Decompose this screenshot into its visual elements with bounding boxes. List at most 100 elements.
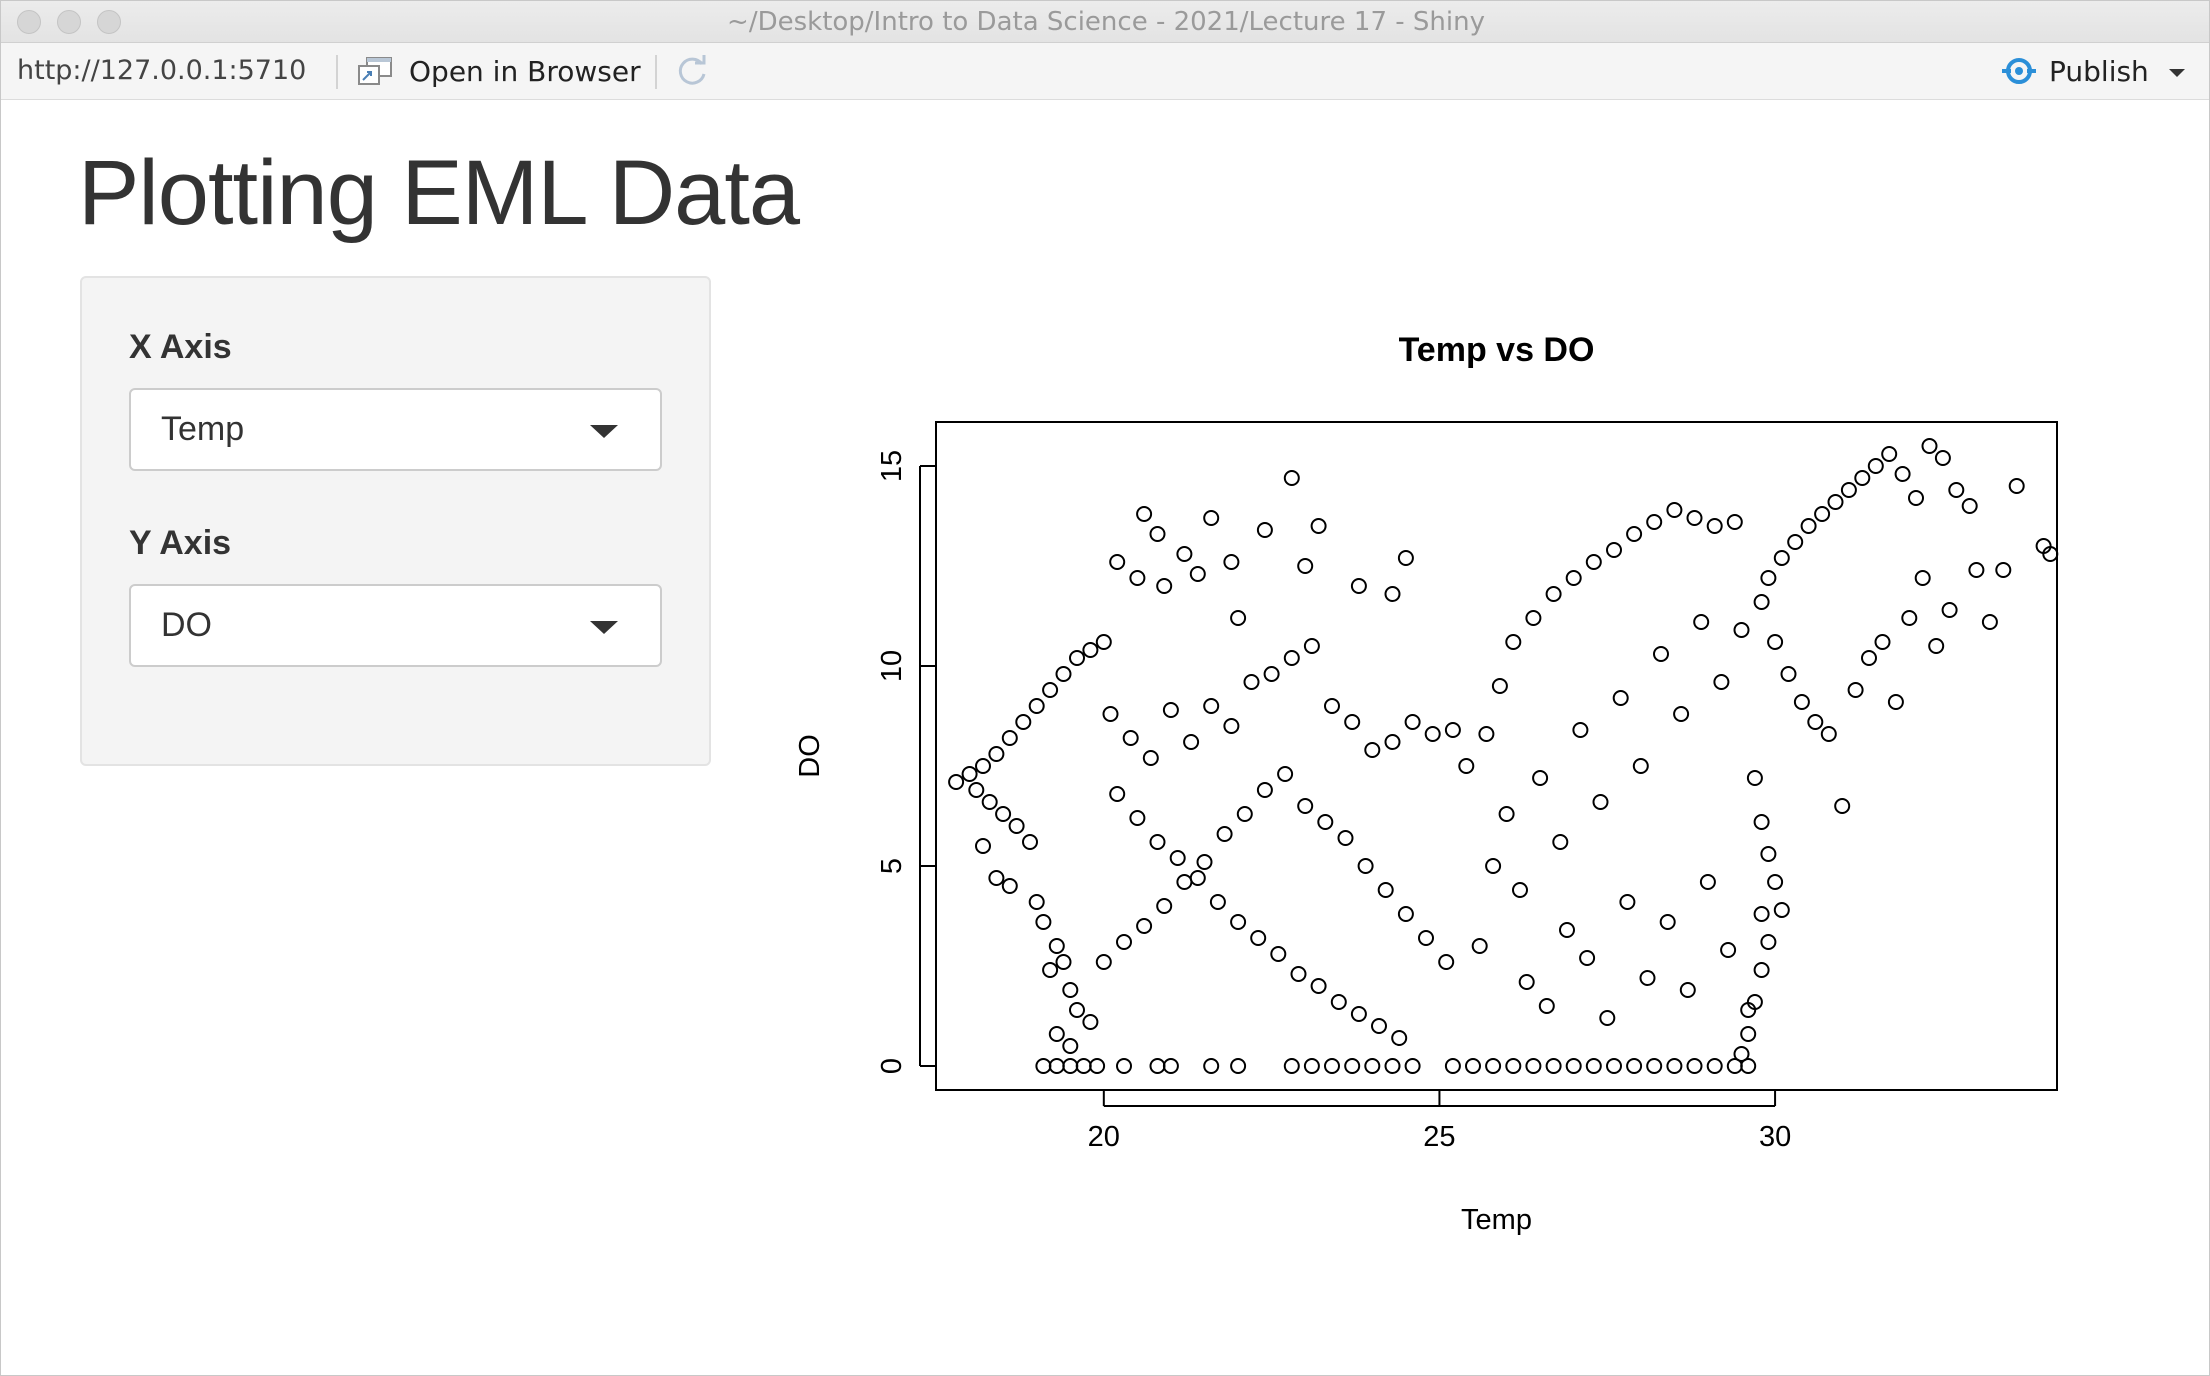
data-point (1384, 1058, 1401, 1074)
data-point (1062, 1038, 1079, 1054)
data-point (1028, 894, 1045, 910)
data-point (1377, 882, 1394, 898)
y-tick-label: 15 (876, 450, 908, 482)
x-axis-value: Temp (161, 410, 245, 448)
data-point (1646, 1058, 1663, 1074)
data-point (1350, 1006, 1367, 1022)
data-point (1277, 766, 1294, 782)
data-point (1626, 1058, 1643, 1074)
data-point (981, 794, 998, 810)
data-point (1908, 490, 1924, 506)
window-title: ~/Desktop/Intro to Data Science - 2021/L… (727, 7, 1485, 37)
data-point (2008, 478, 2025, 494)
open-in-browser-icon (357, 54, 395, 88)
data-point (1793, 694, 1810, 710)
data-point (1565, 570, 1582, 586)
data-point (1767, 874, 1784, 890)
data-point (1740, 1026, 1757, 1042)
data-point (1753, 814, 1770, 830)
data-point (1424, 726, 1441, 742)
data-point (1116, 934, 1132, 950)
data-point (1397, 906, 1414, 922)
data-point (1565, 1058, 1582, 1074)
data-point (1082, 642, 1099, 658)
data-point (1330, 994, 1347, 1010)
refresh-button[interactable] (673, 51, 711, 91)
data-point (1404, 714, 1421, 730)
data-point (1552, 834, 1569, 850)
data-point (1156, 898, 1173, 914)
data-point (1324, 1058, 1340, 1074)
data-point (1619, 894, 1636, 910)
data-point (1283, 1058, 1300, 1074)
data-point (1646, 514, 1663, 530)
data-point (1102, 706, 1119, 722)
data-point (1706, 518, 1723, 534)
data-point (975, 838, 991, 854)
data-point (1364, 742, 1381, 758)
dropdown-caret-icon (590, 621, 618, 634)
data-point (1384, 586, 1401, 602)
data-point (1350, 578, 1367, 594)
data-point (1042, 962, 1059, 978)
publish-menu-button[interactable] (2169, 51, 2185, 91)
data-point (1679, 982, 1696, 998)
data-point (1337, 830, 1354, 846)
url-field[interactable]: http://127.0.0.1:5710 (17, 55, 307, 86)
title-bar: ~/Desktop/Intro to Data Science - 2021/L… (1, 1, 2209, 43)
data-point (1001, 730, 1018, 746)
data-point (1444, 722, 1461, 738)
data-point (1216, 826, 1233, 842)
data-point (1062, 982, 1079, 998)
data-point (1699, 874, 1716, 890)
data-point (1283, 470, 1300, 486)
y-axis-value: DO (161, 606, 212, 644)
data-point (1666, 502, 1683, 518)
y-tick-label: 0 (876, 1058, 908, 1074)
data-point (1015, 714, 1032, 730)
data-point (1270, 946, 1287, 962)
minimize-window-button[interactable] (57, 10, 81, 34)
data-point (1297, 798, 1314, 814)
open-in-browser-button[interactable]: Open in Browser (357, 51, 641, 91)
data-point (1062, 1058, 1079, 1074)
y-axis-select[interactable]: DO (129, 584, 662, 667)
data-point (1713, 674, 1730, 690)
data-point (1048, 938, 1065, 954)
data-point (1384, 734, 1401, 750)
data-point (1048, 1058, 1065, 1074)
data-point (1814, 506, 1831, 522)
data-point (1887, 694, 1904, 710)
data-point (1236, 806, 1253, 822)
data-point (1324, 698, 1340, 714)
data-point (1035, 1058, 1052, 1074)
data-point (1310, 518, 1327, 534)
data-point (1787, 534, 1804, 550)
data-point (1525, 1058, 1542, 1074)
data-point (1243, 674, 1260, 690)
data-point (1069, 1002, 1085, 1018)
publish-button[interactable]: Publish (1999, 51, 2149, 91)
data-point (1820, 726, 1837, 742)
zoom-window-button[interactable] (97, 10, 121, 34)
data-points (948, 438, 2059, 1074)
data-point (1391, 1030, 1408, 1046)
data-point (1290, 966, 1307, 982)
data-point (1230, 914, 1247, 930)
x-tick-label: 30 (1759, 1121, 1791, 1153)
data-point (1733, 1046, 1750, 1062)
data-point (1753, 594, 1770, 610)
data-point (1606, 542, 1622, 558)
data-point (1827, 494, 1844, 510)
dropdown-caret-icon (590, 425, 618, 438)
data-point (1109, 554, 1126, 570)
data-point (1189, 566, 1206, 582)
plot-frame (935, 421, 2058, 1091)
scatter-plot: 20 25 30 0 5 10 15 Temp vs DO Temp DO (794, 331, 2059, 1236)
data-point (1525, 610, 1542, 626)
data-point (1753, 906, 1770, 922)
close-window-button[interactable] (17, 10, 41, 34)
data-point (1981, 614, 1998, 630)
data-point (1545, 1058, 1562, 1074)
x-axis-select[interactable]: Temp (129, 388, 662, 471)
